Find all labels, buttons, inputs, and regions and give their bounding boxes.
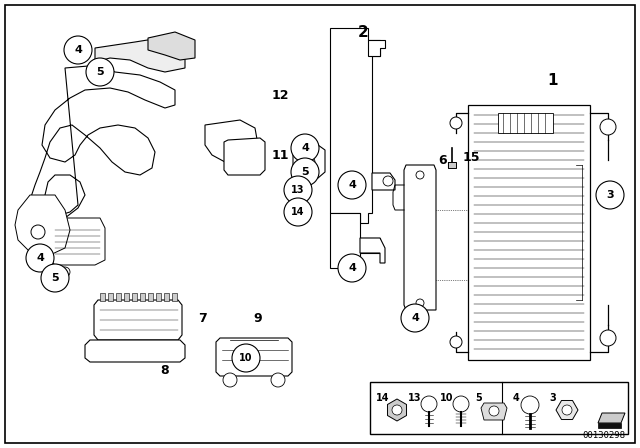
Text: 3: 3 (550, 393, 556, 403)
Circle shape (26, 244, 54, 272)
Circle shape (223, 373, 237, 387)
Circle shape (41, 264, 69, 292)
Polygon shape (330, 28, 380, 223)
Circle shape (291, 158, 319, 186)
Circle shape (64, 36, 92, 64)
Polygon shape (216, 338, 292, 376)
Polygon shape (30, 65, 175, 222)
Text: 10: 10 (440, 393, 454, 403)
Polygon shape (224, 138, 265, 175)
Polygon shape (94, 300, 182, 340)
Text: 8: 8 (161, 363, 170, 376)
FancyBboxPatch shape (140, 293, 145, 301)
Circle shape (305, 157, 315, 167)
FancyBboxPatch shape (108, 293, 113, 301)
FancyBboxPatch shape (172, 293, 177, 301)
Text: 5: 5 (476, 393, 483, 403)
Circle shape (338, 254, 366, 282)
FancyBboxPatch shape (164, 293, 169, 301)
Circle shape (291, 134, 319, 162)
Text: 3: 3 (606, 190, 614, 200)
Polygon shape (404, 165, 436, 310)
Text: 5: 5 (301, 167, 309, 177)
Circle shape (401, 304, 429, 332)
Text: 11: 11 (271, 148, 289, 161)
Circle shape (416, 171, 424, 179)
Text: 4: 4 (36, 253, 44, 263)
Circle shape (600, 119, 616, 135)
FancyBboxPatch shape (156, 293, 161, 301)
Text: 4: 4 (301, 143, 309, 153)
Text: 12: 12 (271, 89, 289, 102)
Text: 15: 15 (462, 151, 480, 164)
Circle shape (416, 299, 424, 307)
Circle shape (31, 225, 45, 239)
Text: 4: 4 (74, 45, 82, 55)
Text: 13: 13 (291, 185, 305, 195)
FancyBboxPatch shape (124, 293, 129, 301)
FancyBboxPatch shape (370, 382, 628, 434)
Circle shape (521, 396, 539, 414)
Polygon shape (15, 195, 70, 255)
Text: 10: 10 (239, 353, 253, 363)
Circle shape (562, 405, 572, 415)
Circle shape (284, 176, 312, 204)
Text: 4: 4 (348, 180, 356, 190)
FancyBboxPatch shape (498, 113, 553, 133)
Circle shape (383, 176, 393, 186)
Text: 9: 9 (253, 311, 262, 324)
Polygon shape (85, 340, 185, 362)
FancyBboxPatch shape (468, 105, 590, 360)
Polygon shape (598, 423, 621, 428)
Polygon shape (330, 213, 380, 268)
Polygon shape (360, 238, 385, 263)
FancyBboxPatch shape (148, 293, 153, 301)
Text: 1: 1 (548, 73, 558, 87)
Circle shape (60, 267, 70, 277)
Polygon shape (293, 145, 325, 178)
FancyBboxPatch shape (100, 293, 105, 301)
Circle shape (450, 336, 462, 348)
Polygon shape (95, 38, 185, 72)
Circle shape (489, 406, 499, 416)
Polygon shape (368, 40, 385, 56)
Text: 4: 4 (513, 393, 520, 403)
Text: 5: 5 (96, 67, 104, 77)
FancyBboxPatch shape (132, 293, 137, 301)
Circle shape (421, 396, 437, 412)
Text: 13: 13 (408, 393, 422, 403)
Text: 4: 4 (348, 263, 356, 273)
Circle shape (392, 405, 402, 415)
Polygon shape (372, 173, 395, 190)
Polygon shape (148, 32, 195, 60)
Text: 14: 14 (291, 207, 305, 217)
Polygon shape (50, 218, 105, 265)
Circle shape (86, 58, 114, 86)
Circle shape (450, 117, 462, 129)
Polygon shape (598, 413, 625, 423)
FancyBboxPatch shape (116, 293, 121, 301)
Text: 7: 7 (198, 311, 207, 324)
Text: 2: 2 (358, 25, 369, 39)
Circle shape (338, 171, 366, 199)
Circle shape (600, 330, 616, 346)
Circle shape (284, 198, 312, 226)
FancyBboxPatch shape (5, 5, 635, 443)
Circle shape (453, 396, 469, 412)
Polygon shape (205, 120, 258, 162)
Circle shape (596, 181, 624, 209)
Text: 6: 6 (438, 154, 447, 167)
Text: 14: 14 (376, 393, 390, 403)
Text: 4: 4 (411, 313, 419, 323)
Polygon shape (481, 403, 507, 420)
Circle shape (232, 344, 260, 372)
Circle shape (271, 373, 285, 387)
Text: 00130298: 00130298 (582, 431, 625, 440)
Text: 5: 5 (51, 273, 59, 283)
